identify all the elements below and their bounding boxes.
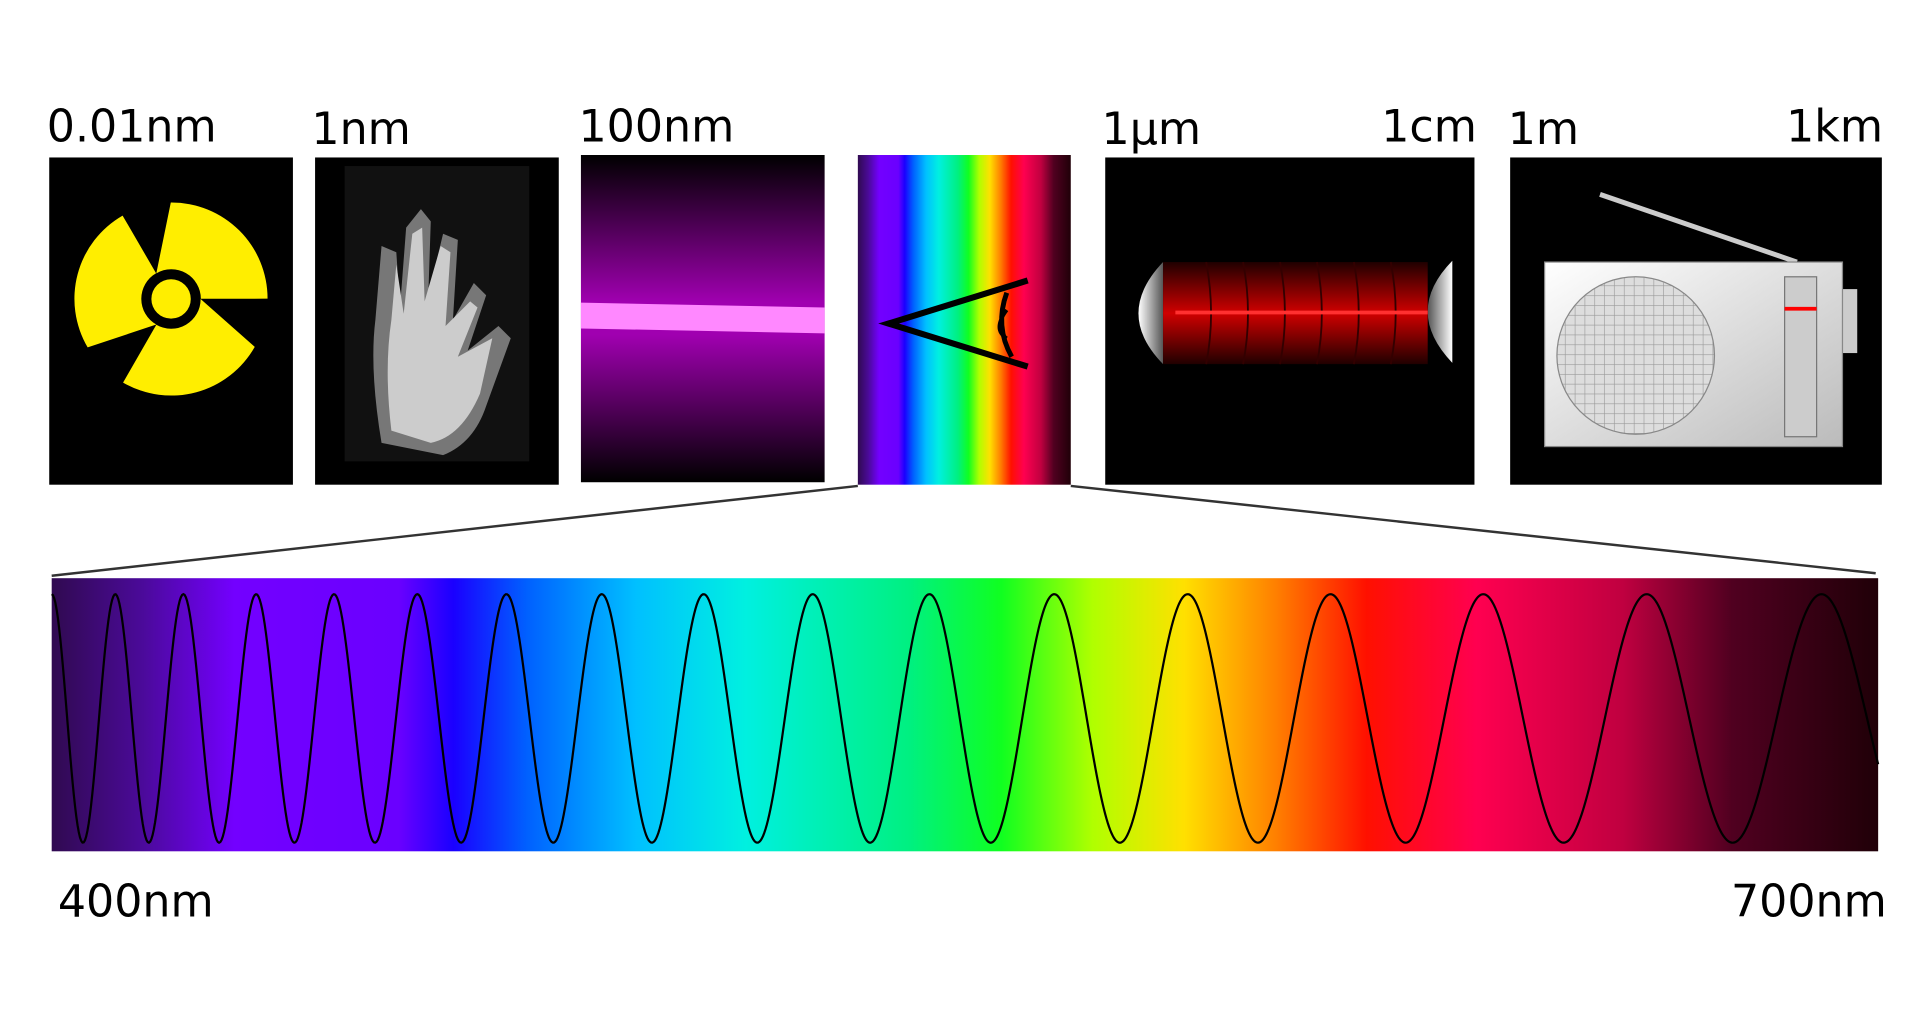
labels: 0.01nm 1nm 100nm 1µm 1cm 1m 1km [47, 101, 1883, 154]
xray-panel [315, 157, 559, 485]
label: 1µm [1102, 104, 1202, 155]
spectrum-start-label: 400nm [58, 877, 214, 928]
label: 1m [1508, 104, 1579, 155]
label: 1nm [311, 104, 410, 155]
radio-panel [1510, 157, 1882, 485]
label: 1km [1786, 101, 1883, 152]
infrared-panel [1105, 157, 1475, 485]
visible-panel [857, 155, 1071, 485]
label: 0.01nm [47, 101, 217, 152]
uv-panel [580, 155, 825, 483]
visible-spectrum [51, 578, 1879, 852]
gamma-panel [49, 157, 293, 485]
label: 100nm [578, 101, 734, 152]
spectrum-end-label: 700nm [1731, 877, 1887, 928]
zoom-lines [51, 484, 1876, 577]
label: 1cm [1381, 101, 1477, 152]
wave [51, 592, 1880, 844]
